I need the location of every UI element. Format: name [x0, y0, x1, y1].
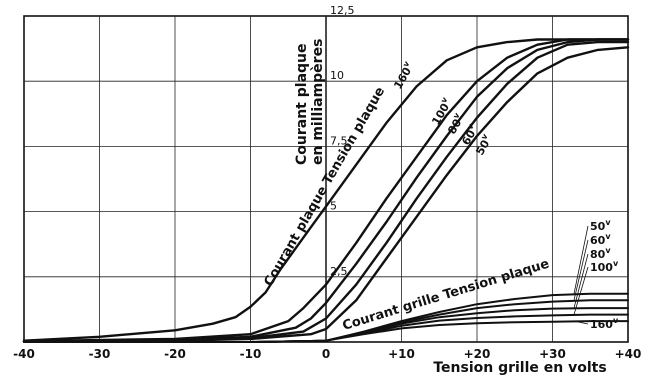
grid-curve-label-160v: 160v: [590, 316, 619, 331]
y-tick-label: 2,5: [330, 265, 348, 278]
grid-curve-160v: [23, 320, 629, 343]
x-tick-label: +20: [464, 347, 491, 361]
x-tick-label: +30: [539, 347, 566, 361]
x-tick-label: -30: [89, 347, 111, 361]
y-axis-title: Courant plaque en milliampères: [294, 39, 326, 165]
x-tick-label: +40: [615, 347, 642, 361]
grid-curve-label-100v: 100v: [590, 259, 619, 274]
grid-label-leader-50v: [573, 225, 589, 294]
y-tick-label: 10: [330, 69, 344, 82]
y-axis-title-line-1: Courant plaque: [294, 44, 310, 166]
y-tick-label: 5: [330, 200, 337, 213]
y-axis-title-line-2: en milliampères: [310, 39, 326, 165]
grid-label-leader-160v: [573, 320, 589, 325]
x-tick-label: +10: [388, 347, 415, 361]
grid-label-leader-100v: [573, 266, 589, 315]
plate-curve-100v: [22, 38, 630, 343]
x-axis-title: Tension grille en volts: [433, 360, 606, 376]
x-tick-label: -10: [240, 347, 262, 361]
y-tick-label: 12,5: [330, 4, 355, 17]
plate-curve-80v: [22, 38, 630, 343]
y-tick-label: 7,5: [330, 134, 348, 147]
grid-label-leader-80v: [573, 253, 589, 309]
plate-curve-50v: [22, 46, 630, 343]
plate-curve-160v: [22, 38, 630, 342]
curve-layer: [22, 38, 630, 343]
x-tick-label: -20: [164, 347, 186, 361]
x-tick-label: 0: [322, 347, 330, 361]
grid-label-leader-60v: [573, 239, 589, 301]
plate-curve-60v: [22, 40, 630, 343]
grid-layer: [23, 15, 629, 343]
x-tick-label: -40: [13, 347, 35, 361]
